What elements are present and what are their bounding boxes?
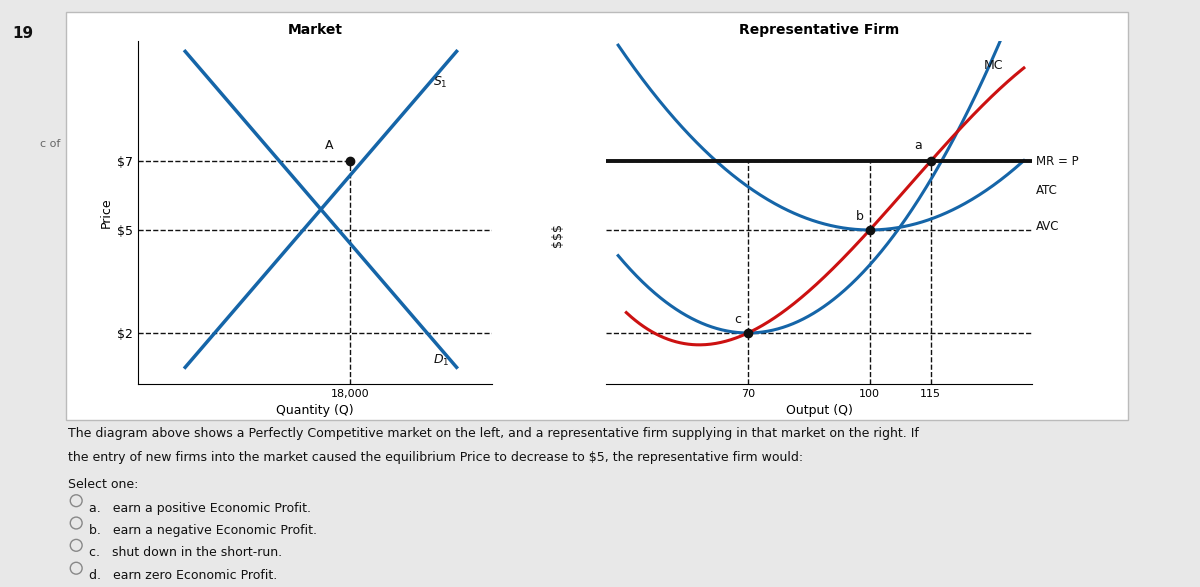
Text: Select one:: Select one: <box>68 478 139 491</box>
Title: Market: Market <box>288 23 342 37</box>
Y-axis label: Price: Price <box>100 197 113 228</box>
Text: c.   shut down in the short-run.: c. shut down in the short-run. <box>89 546 282 559</box>
Text: c: c <box>734 313 740 326</box>
Title: Representative Firm: Representative Firm <box>739 23 899 37</box>
Text: a: a <box>914 139 922 152</box>
Text: The diagram above shows a Perfectly Competitive market on the left, and a repres: The diagram above shows a Perfectly Comp… <box>68 427 919 440</box>
Text: 19: 19 <box>12 26 34 41</box>
Text: $D_1$: $D_1$ <box>433 353 449 368</box>
Text: $$$: $$$ <box>552 223 564 247</box>
Text: b.   earn a negative Economic Profit.: b. earn a negative Economic Profit. <box>89 524 317 537</box>
Text: MR = P: MR = P <box>1036 155 1079 168</box>
X-axis label: Output (Q): Output (Q) <box>786 403 852 417</box>
Text: b: b <box>856 210 863 222</box>
Text: a.   earn a positive Economic Profit.: a. earn a positive Economic Profit. <box>89 502 311 515</box>
Text: MC: MC <box>983 59 1003 72</box>
Text: the entry of new firms into the market caused the equilibrium Price to decrease : the entry of new firms into the market c… <box>68 451 804 464</box>
Text: AVC: AVC <box>1036 220 1060 233</box>
Text: d.   earn zero Economic Profit.: d. earn zero Economic Profit. <box>89 569 277 582</box>
X-axis label: Quantity (Q): Quantity (Q) <box>276 403 354 417</box>
Text: ATC: ATC <box>1036 184 1058 197</box>
Text: $S_1$: $S_1$ <box>433 75 448 90</box>
Text: A: A <box>324 139 332 152</box>
Text: c of: c of <box>40 139 60 149</box>
